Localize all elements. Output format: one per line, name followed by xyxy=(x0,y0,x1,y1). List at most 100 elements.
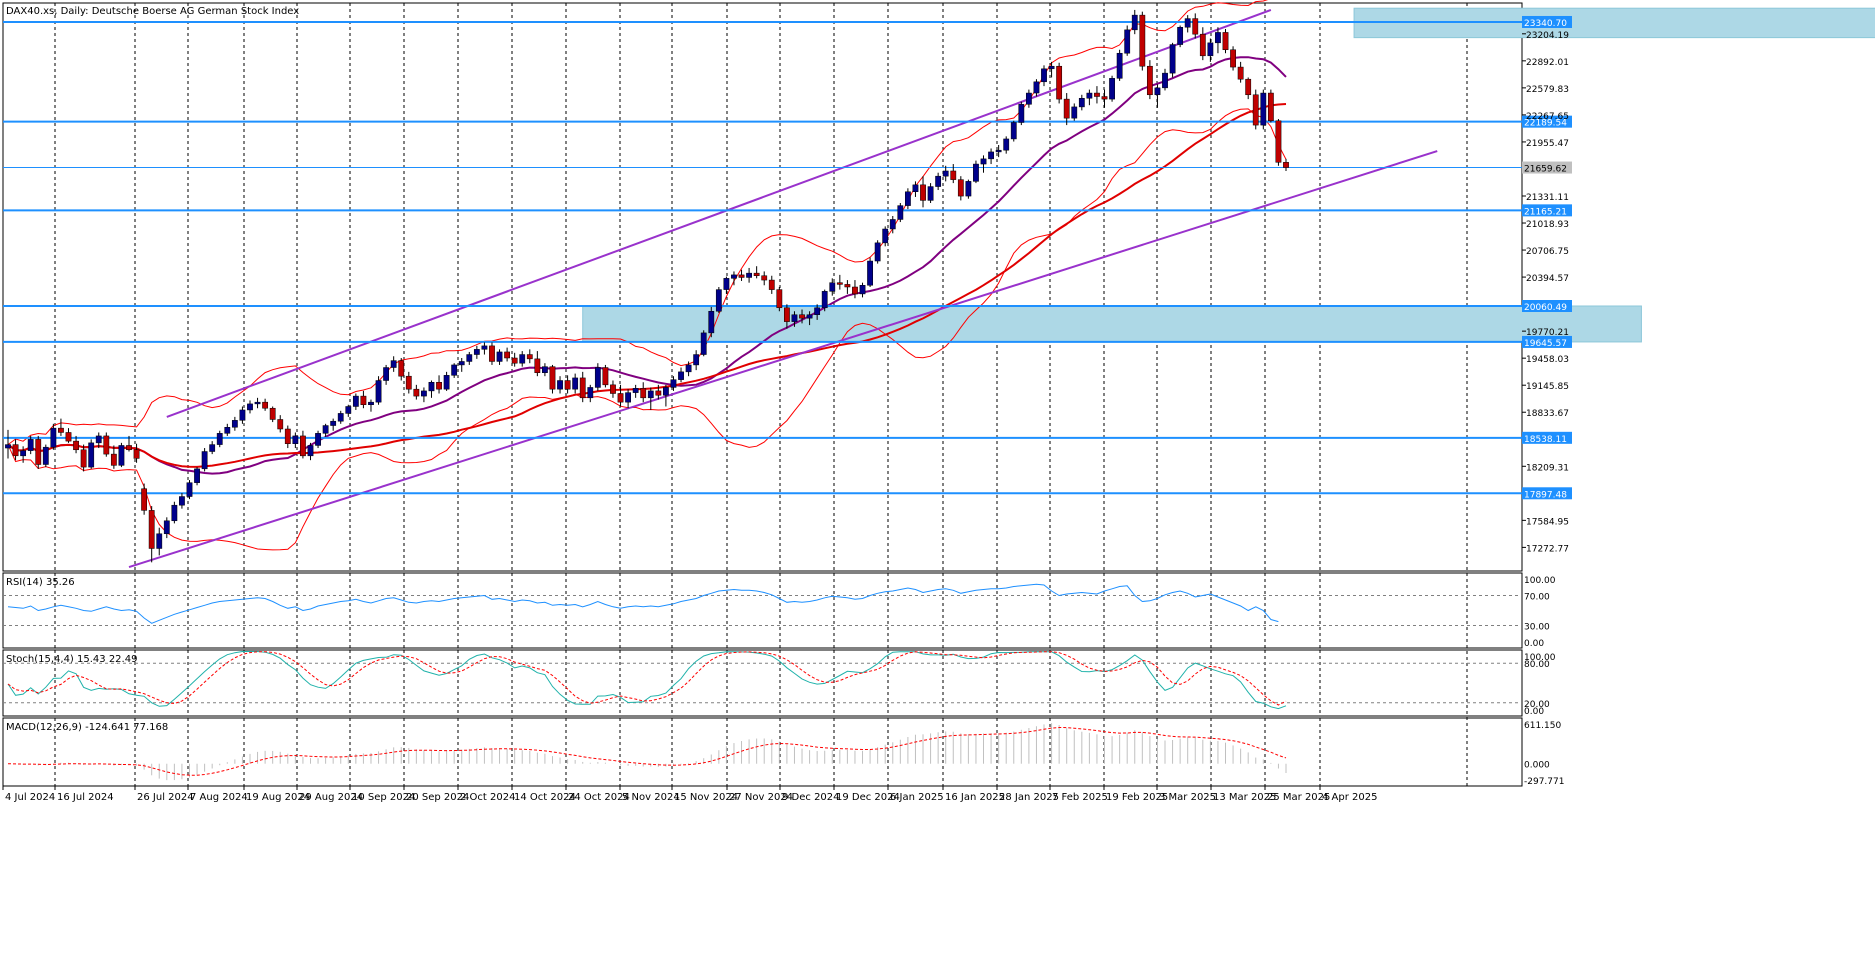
candle-body xyxy=(65,432,72,442)
time-tick-label: 19 Aug 2024 xyxy=(246,792,310,803)
candle-body xyxy=(889,219,896,230)
candle-body xyxy=(1086,92,1093,99)
rsi-tick-label: 100.00 xyxy=(1524,576,1556,586)
level-tag-label: 20060.49 xyxy=(1524,303,1567,313)
candle-body xyxy=(27,439,34,451)
candle-body xyxy=(814,307,821,315)
candle-body xyxy=(118,445,125,466)
candle-body xyxy=(670,379,677,388)
level-tag-label: 17897.48 xyxy=(1524,490,1567,500)
candle-body xyxy=(1025,92,1032,105)
time-tick-label: 25 Mar 2025 xyxy=(1267,792,1330,803)
candle-body xyxy=(549,366,556,390)
candle-body xyxy=(405,375,412,390)
candlestick-series xyxy=(5,9,1289,563)
price-tick-label: 18833.67 xyxy=(1526,409,1569,419)
candle-body xyxy=(852,286,858,295)
time-tick-label: 26 Jul 2024 xyxy=(137,792,194,803)
candle-body xyxy=(799,314,805,319)
candle-body xyxy=(587,387,594,399)
candle-body xyxy=(1146,65,1153,96)
level-tag xyxy=(1522,204,1572,217)
candle-body xyxy=(957,179,964,197)
rsi-line xyxy=(7,583,1279,624)
candle-body xyxy=(141,488,148,511)
candle-body xyxy=(73,440,79,451)
candle-body xyxy=(1116,52,1123,79)
candle-body xyxy=(1048,65,1055,70)
time-tick-label: 10 Sep 2024 xyxy=(352,792,415,803)
time-tick-label: 24 Oct 2024 xyxy=(568,792,630,803)
candle-body xyxy=(1275,120,1282,163)
bollinger-upper-line xyxy=(7,0,1269,446)
candle-body xyxy=(1033,81,1040,94)
candle-body xyxy=(632,388,639,393)
candle-body xyxy=(602,367,609,386)
bollinger-bands xyxy=(7,0,1287,551)
stoch-label: Stoch(15,4,4) 15.43 22.49 xyxy=(6,654,137,665)
candle-body xyxy=(904,191,911,206)
candle-body xyxy=(504,351,510,359)
time-tick-label: 27 Nov 2024 xyxy=(729,792,793,803)
candle-body xyxy=(973,163,979,182)
candle-body xyxy=(768,279,775,290)
candle-body xyxy=(1237,66,1244,80)
candle-body xyxy=(443,375,450,390)
candle-body xyxy=(1041,68,1047,83)
candle-body xyxy=(247,403,253,411)
candle-body xyxy=(867,260,873,286)
time-tick-label: 6 Jan 2025 xyxy=(890,792,944,803)
candle-body xyxy=(1230,49,1236,68)
time-tick-label: 9 Dec 2024 xyxy=(782,792,840,803)
candle-body xyxy=(640,388,647,399)
candle-body xyxy=(50,427,57,448)
candle-body xyxy=(231,420,238,428)
candle-body xyxy=(1139,14,1146,67)
time-tick-label: 19 Feb 2025 xyxy=(1106,792,1168,803)
candle-body xyxy=(723,278,730,290)
candle-body xyxy=(738,274,745,278)
candle-body xyxy=(1267,92,1274,122)
price-tick-label: 22579.83 xyxy=(1526,85,1569,95)
price-axis: 23204.19 22892.01 22579.83 22267.65 21955.47… xyxy=(1522,31,1569,554)
candle-body xyxy=(330,420,337,426)
macd-tick-label: 611.150 xyxy=(1524,721,1561,731)
candle-body xyxy=(753,272,760,276)
candle-body xyxy=(776,289,783,309)
candle-body xyxy=(836,282,843,285)
candle-body xyxy=(874,242,881,262)
candle-body xyxy=(179,496,185,506)
price-tick-label: 17584.95 xyxy=(1526,517,1569,527)
candle-body xyxy=(647,390,654,399)
candle-body xyxy=(1199,33,1206,57)
candle-body xyxy=(791,314,798,322)
candle-body xyxy=(375,380,382,403)
candle-body xyxy=(315,433,321,446)
candle-body xyxy=(383,367,390,381)
price-tick-label: 17272.77 xyxy=(1526,544,1569,554)
candle-body xyxy=(1169,44,1176,74)
chart-title: DAX40.xs, Daily: Deutsche Boerse AG Germ… xyxy=(6,6,299,17)
level-tag xyxy=(1522,335,1572,348)
candle-body xyxy=(126,445,132,451)
level-tag xyxy=(1522,431,1572,444)
candle-body xyxy=(1184,18,1191,28)
candle-body xyxy=(95,435,102,444)
candle-body xyxy=(390,360,397,368)
candle-body xyxy=(292,435,299,444)
time-tick-label: 2 Oct 2024 xyxy=(460,792,515,803)
zone-rect xyxy=(582,305,1642,343)
candle-body xyxy=(519,354,526,364)
candle-body xyxy=(186,482,193,497)
candle-body xyxy=(428,381,435,392)
candle-body xyxy=(988,151,994,160)
time-tick-label: 3 Mar 2025 xyxy=(1159,792,1216,803)
level-tag-label: 22189.54 xyxy=(1524,119,1567,129)
candle-body xyxy=(663,387,669,396)
price-tick-label: 18209.31 xyxy=(1526,463,1569,473)
price-tick-label: 21331.11 xyxy=(1526,193,1569,203)
price-tick-label: 20706.75 xyxy=(1526,247,1569,257)
